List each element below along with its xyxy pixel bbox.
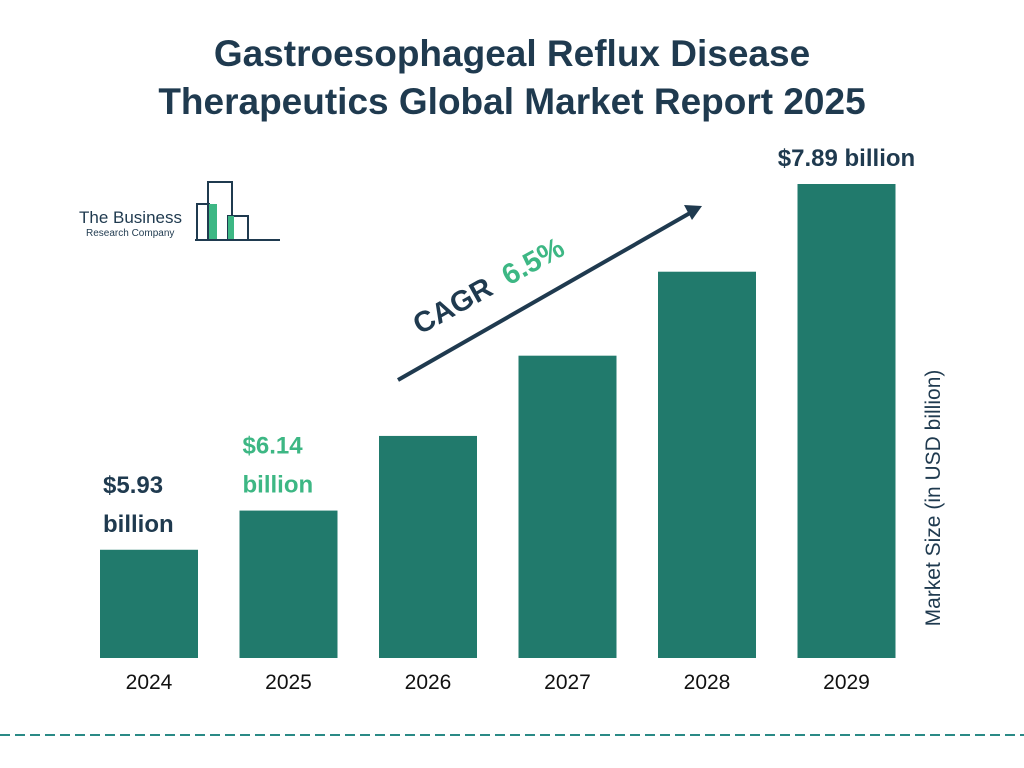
bar-2028	[658, 271, 756, 658]
cagr-value: 6.5%	[497, 232, 571, 292]
value-label-2029: $7.89 billion	[778, 145, 915, 172]
logo-green-bar	[228, 216, 234, 240]
value-labels: $5.93 billion $6.14 billion $7.89 billion	[103, 145, 915, 538]
x-tick-label: 2025	[265, 671, 312, 694]
title-line-1: Gastroesophageal Reflux Disease	[213, 33, 811, 74]
logo-text-line-2: Research Company	[86, 228, 174, 239]
x-tick-labels: 2024 2025 2026 2027 2028 2029	[126, 671, 870, 694]
cagr-label: CAGR 6.5%	[408, 232, 570, 341]
bar-2027	[518, 355, 617, 658]
title-line-2: Therapeutics Global Market Report 2025	[158, 81, 866, 122]
x-tick-label: 2029	[823, 671, 870, 694]
cagr-arrow-line	[397, 211, 691, 382]
bar-2026	[379, 435, 477, 658]
value-label-line: billion	[243, 472, 314, 499]
x-tick-label: 2026	[405, 671, 452, 694]
y-axis-label: Market Size (in USD billion)	[922, 370, 945, 627]
cagr-arrow-head	[684, 205, 702, 220]
cagr-annotation: CAGR 6.5%	[397, 205, 702, 382]
value-label-line: billion	[103, 511, 174, 538]
value-label-2024: $5.93 billion	[103, 472, 174, 538]
value-label-line: $5.93	[103, 472, 163, 499]
value-label-line: $6.14	[243, 433, 304, 460]
logo-green-bar	[209, 204, 217, 240]
logo-text-line-1: The Business	[79, 208, 182, 227]
bars-group	[100, 184, 896, 658]
value-label-2025: $6.14 billion	[243, 433, 314, 499]
bar-2029	[797, 184, 896, 658]
page-title: Gastroesophageal Reflux Disease Therapeu…	[0, 30, 1024, 126]
bar-2025	[239, 510, 338, 658]
value-label-line: $7.89 billion	[778, 145, 915, 172]
company-logo: The Business Research Company	[79, 181, 280, 241]
x-tick-label: 2024	[126, 671, 173, 694]
x-tick-label: 2028	[684, 671, 731, 694]
x-tick-label: 2027	[544, 671, 591, 694]
bar-2024	[100, 549, 198, 658]
